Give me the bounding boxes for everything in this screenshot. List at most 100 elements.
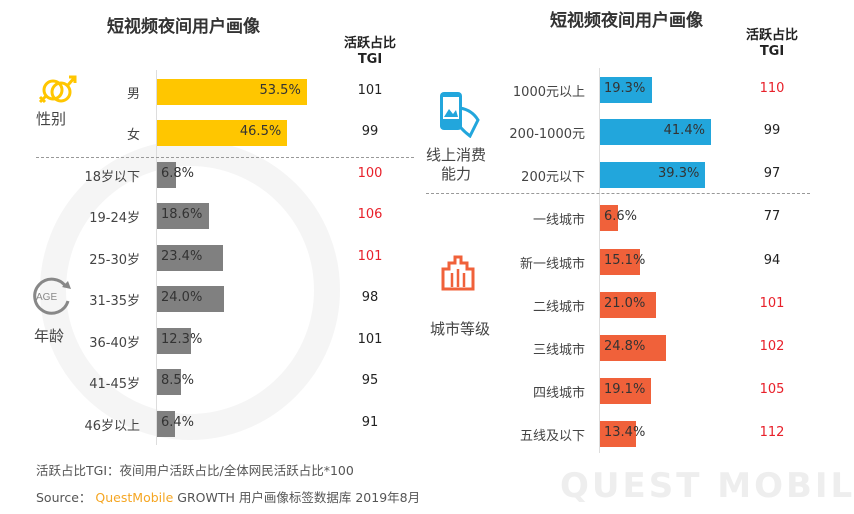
tgi-header-line: 活跃占比: [343, 36, 396, 51]
category-label: 二线城市: [532, 300, 585, 315]
tgi-value: 101: [357, 332, 383, 347]
tgi-value: 77: [763, 209, 781, 224]
category-label: 五线及以下: [519, 429, 585, 444]
bar: [157, 79, 307, 105]
category-label: 200-1000元: [509, 127, 585, 142]
bar: [600, 378, 652, 404]
data-label: 6.4%: [161, 415, 195, 430]
tgi-value: 102: [759, 339, 785, 354]
bar: [157, 120, 288, 146]
data-label: 19.1%: [604, 382, 646, 397]
category-label: 四线城市: [532, 386, 585, 401]
tgi-value: 112: [759, 425, 785, 440]
bar: [157, 369, 181, 395]
bar: [157, 411, 175, 437]
left-axis: [156, 70, 157, 445]
category-label: 25-30岁: [89, 253, 140, 268]
tgi-value: 98: [361, 290, 379, 305]
data-label: 6.8%: [161, 166, 195, 181]
bar: [600, 249, 641, 275]
bar: [157, 203, 210, 229]
group-label-city: 城市等级: [430, 320, 491, 338]
category-label: 新一线城市: [519, 257, 585, 272]
tgi-value: 106: [357, 207, 383, 222]
left-chart-title: 短视频夜间用户画像: [107, 17, 260, 37]
left-divider: [36, 157, 414, 158]
tgi-value: 95: [361, 373, 379, 388]
label-line: 能力: [441, 165, 472, 183]
tgi-value: 97: [763, 166, 781, 181]
category-label: 1000元以上: [512, 85, 585, 100]
data-label: 15.1%: [604, 253, 646, 268]
phone-icon: [440, 92, 480, 138]
watermark: QUEST MOBILE: [560, 466, 854, 506]
tgi-header-line: 活跃占比: [745, 28, 798, 43]
data-label: 13.4%: [604, 425, 646, 440]
city-icon: [441, 255, 475, 291]
group-label-gender: 性别: [36, 110, 67, 128]
age-icon: AGE: [33, 277, 71, 315]
left-tgi-header: 活跃占比 TGI: [330, 36, 410, 68]
tgi-value: 101: [357, 249, 383, 264]
category-label: 一线城市: [532, 213, 585, 228]
tgi-value: 101: [759, 296, 785, 311]
tgi-value: 99: [763, 123, 781, 138]
category-label: 女: [126, 128, 140, 143]
category-label: 19-24岁: [89, 211, 140, 226]
data-label: 46.5%: [239, 124, 282, 139]
data-label: 18.6%: [161, 207, 203, 222]
data-label: 23.4%: [161, 249, 203, 264]
data-label: 24.0%: [161, 290, 203, 305]
bar: [600, 162, 706, 188]
source-brand: QuestMobile: [95, 490, 174, 505]
bar: [600, 205, 618, 231]
tgi-value: 91: [361, 415, 379, 430]
bar: [157, 245, 223, 271]
tgi-header-line: TGI: [357, 52, 383, 67]
tgi-header-line: TGI: [759, 44, 785, 59]
tgi-value: 100: [357, 166, 383, 181]
tgi-value: 94: [763, 253, 781, 268]
data-label: 39.3%: [658, 166, 700, 181]
category-label: 31-35岁: [89, 294, 140, 309]
footnote: 活跃占比TGI：夜间用户活跃占比/全体网民活跃占比*100: [36, 463, 354, 478]
category-label: 三线城市: [532, 343, 585, 358]
source-line: Source： QuestMobile GROWTH 用户画像标签数据库 201…: [36, 487, 420, 506]
right-tgi-header: 活跃占比 TGI: [732, 28, 812, 60]
data-label: 24.8%: [604, 339, 646, 354]
source-text: GROWTH 用户画像标签数据库 2019年8月: [177, 490, 421, 505]
data-label: 21.0%: [604, 296, 646, 311]
bar: [600, 335, 667, 361]
right-chart-title: 短视频夜间用户画像: [550, 11, 703, 31]
tgi-value: 110: [759, 81, 785, 96]
label-line: 线上消费: [426, 146, 487, 164]
tgi-value: 101: [357, 83, 383, 98]
category-label: 41-45岁: [89, 377, 140, 392]
data-label: 19.3%: [604, 81, 646, 96]
data-label: 12.3%: [161, 332, 203, 347]
bar: [600, 119, 711, 145]
right-divider: [426, 193, 810, 194]
group-label-consumption: 线上消费 能力: [426, 146, 486, 184]
bar: [600, 421, 636, 447]
source-prefix: Source：: [36, 490, 92, 505]
bar: [157, 286, 225, 312]
age-icon-text: AGE: [36, 292, 57, 303]
bar: [600, 292, 657, 318]
data-label: 53.5%: [259, 83, 301, 98]
bar: [157, 162, 177, 188]
category-label: 18岁以下: [84, 170, 140, 185]
tgi-value: 99: [361, 124, 379, 139]
tgi-value: 105: [759, 382, 785, 397]
category-label: 36-40岁: [89, 336, 140, 351]
category-label: 男: [126, 87, 140, 102]
category-label: 46岁以上: [84, 419, 140, 434]
bar: [157, 328, 192, 354]
right-axis: [599, 68, 600, 453]
gender-icon: [38, 75, 77, 104]
group-label-age: 年龄: [34, 327, 65, 345]
category-label: 200元以下: [521, 170, 585, 185]
data-label: 41.4%: [663, 123, 705, 138]
bar: [600, 77, 652, 103]
